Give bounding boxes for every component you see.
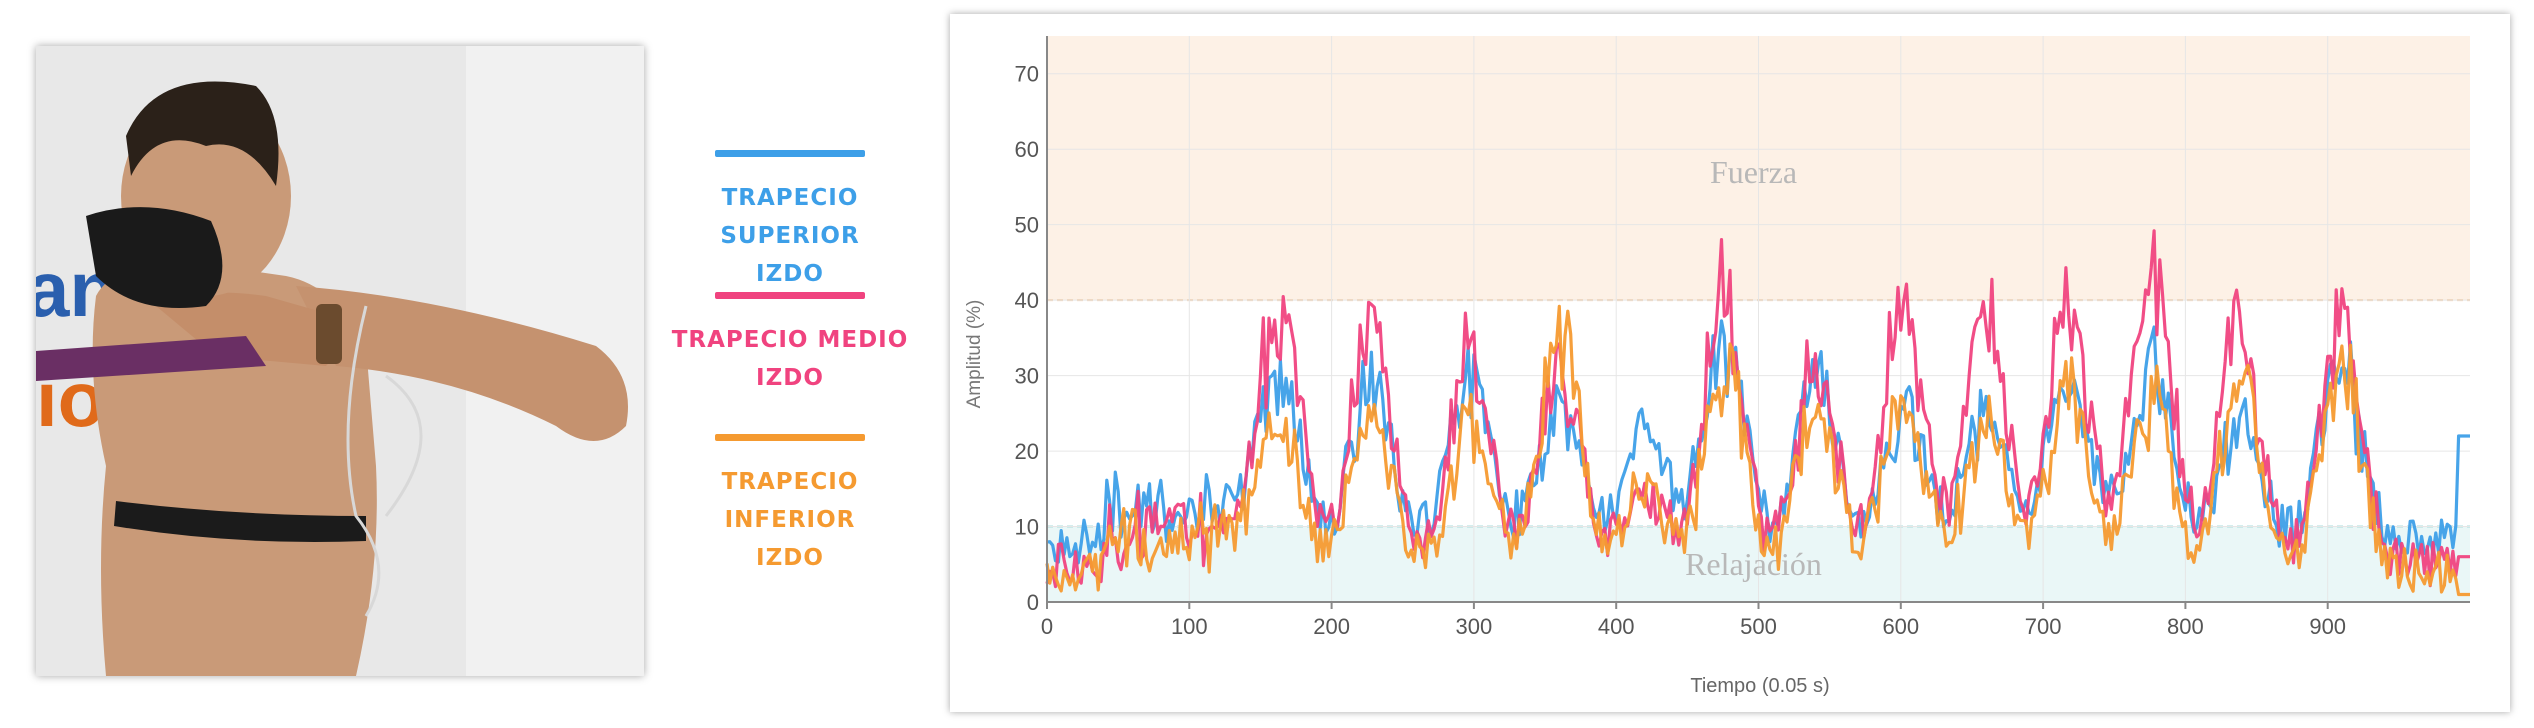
x-tick-label: 500: [1740, 614, 1777, 639]
person-illustration: ano io: [36, 46, 644, 676]
zone-label-relajacion: Relajación: [1685, 546, 1822, 582]
legend-label-medio: TRAPECIO MEDIO IZDO: [671, 327, 909, 391]
legend-swatch-superior: [715, 150, 865, 157]
legend-item-medio: TRAPECIO MEDIO IZDO: [660, 292, 920, 397]
x-tick-label: 900: [2309, 614, 2346, 639]
x-tick-label: 100: [1171, 614, 1208, 639]
legend-label-inferior: TRAPECIO INFERIOR IZDO: [721, 469, 859, 571]
x-tick-label: 700: [2025, 614, 2062, 639]
y-tick-label: 50: [1015, 213, 1039, 238]
subject-photo: ano io: [36, 46, 644, 676]
y-tick-label: 60: [1015, 137, 1039, 162]
legend-item-superior: TRAPECIO SUPERIOR IZDO: [660, 150, 920, 293]
y-axis-label: Amplitud (%): [964, 300, 985, 409]
y-tick-label: 20: [1015, 439, 1039, 464]
series-trapecio-inferior: [1045, 304, 2470, 597]
x-axis-label: Tiempo (0.05 s): [1690, 675, 1829, 697]
legend-label-superior: TRAPECIO SUPERIOR IZDO: [720, 185, 860, 287]
y-tick-label: 0: [1027, 590, 1039, 615]
legend-swatch-inferior: [715, 434, 865, 441]
legend-item-inferior: TRAPECIO INFERIOR IZDO: [660, 434, 920, 577]
emg-chart-frame: Fuerza Relajación 0 10 20 30 40 50 60 70 0 100 200 3…: [950, 14, 2510, 712]
y-tick-label: 10: [1015, 515, 1039, 540]
legend-swatch-medio: [715, 292, 865, 299]
zone-label-fuerza: Fuerza: [1710, 154, 1797, 190]
x-tick-label: 0: [1041, 614, 1053, 639]
x-tick-label: 300: [1456, 614, 1493, 639]
x-tick-label: 800: [2167, 614, 2204, 639]
x-tick-label: 400: [1598, 614, 1635, 639]
y-tick-label: 30: [1015, 364, 1039, 389]
y-tick-label: 40: [1015, 288, 1039, 313]
x-tick-label: 200: [1313, 614, 1350, 639]
x-tick-label: 600: [1882, 614, 1919, 639]
y-tick-label: 70: [1015, 62, 1039, 87]
series-trapecio-medio: [1045, 229, 2470, 589]
